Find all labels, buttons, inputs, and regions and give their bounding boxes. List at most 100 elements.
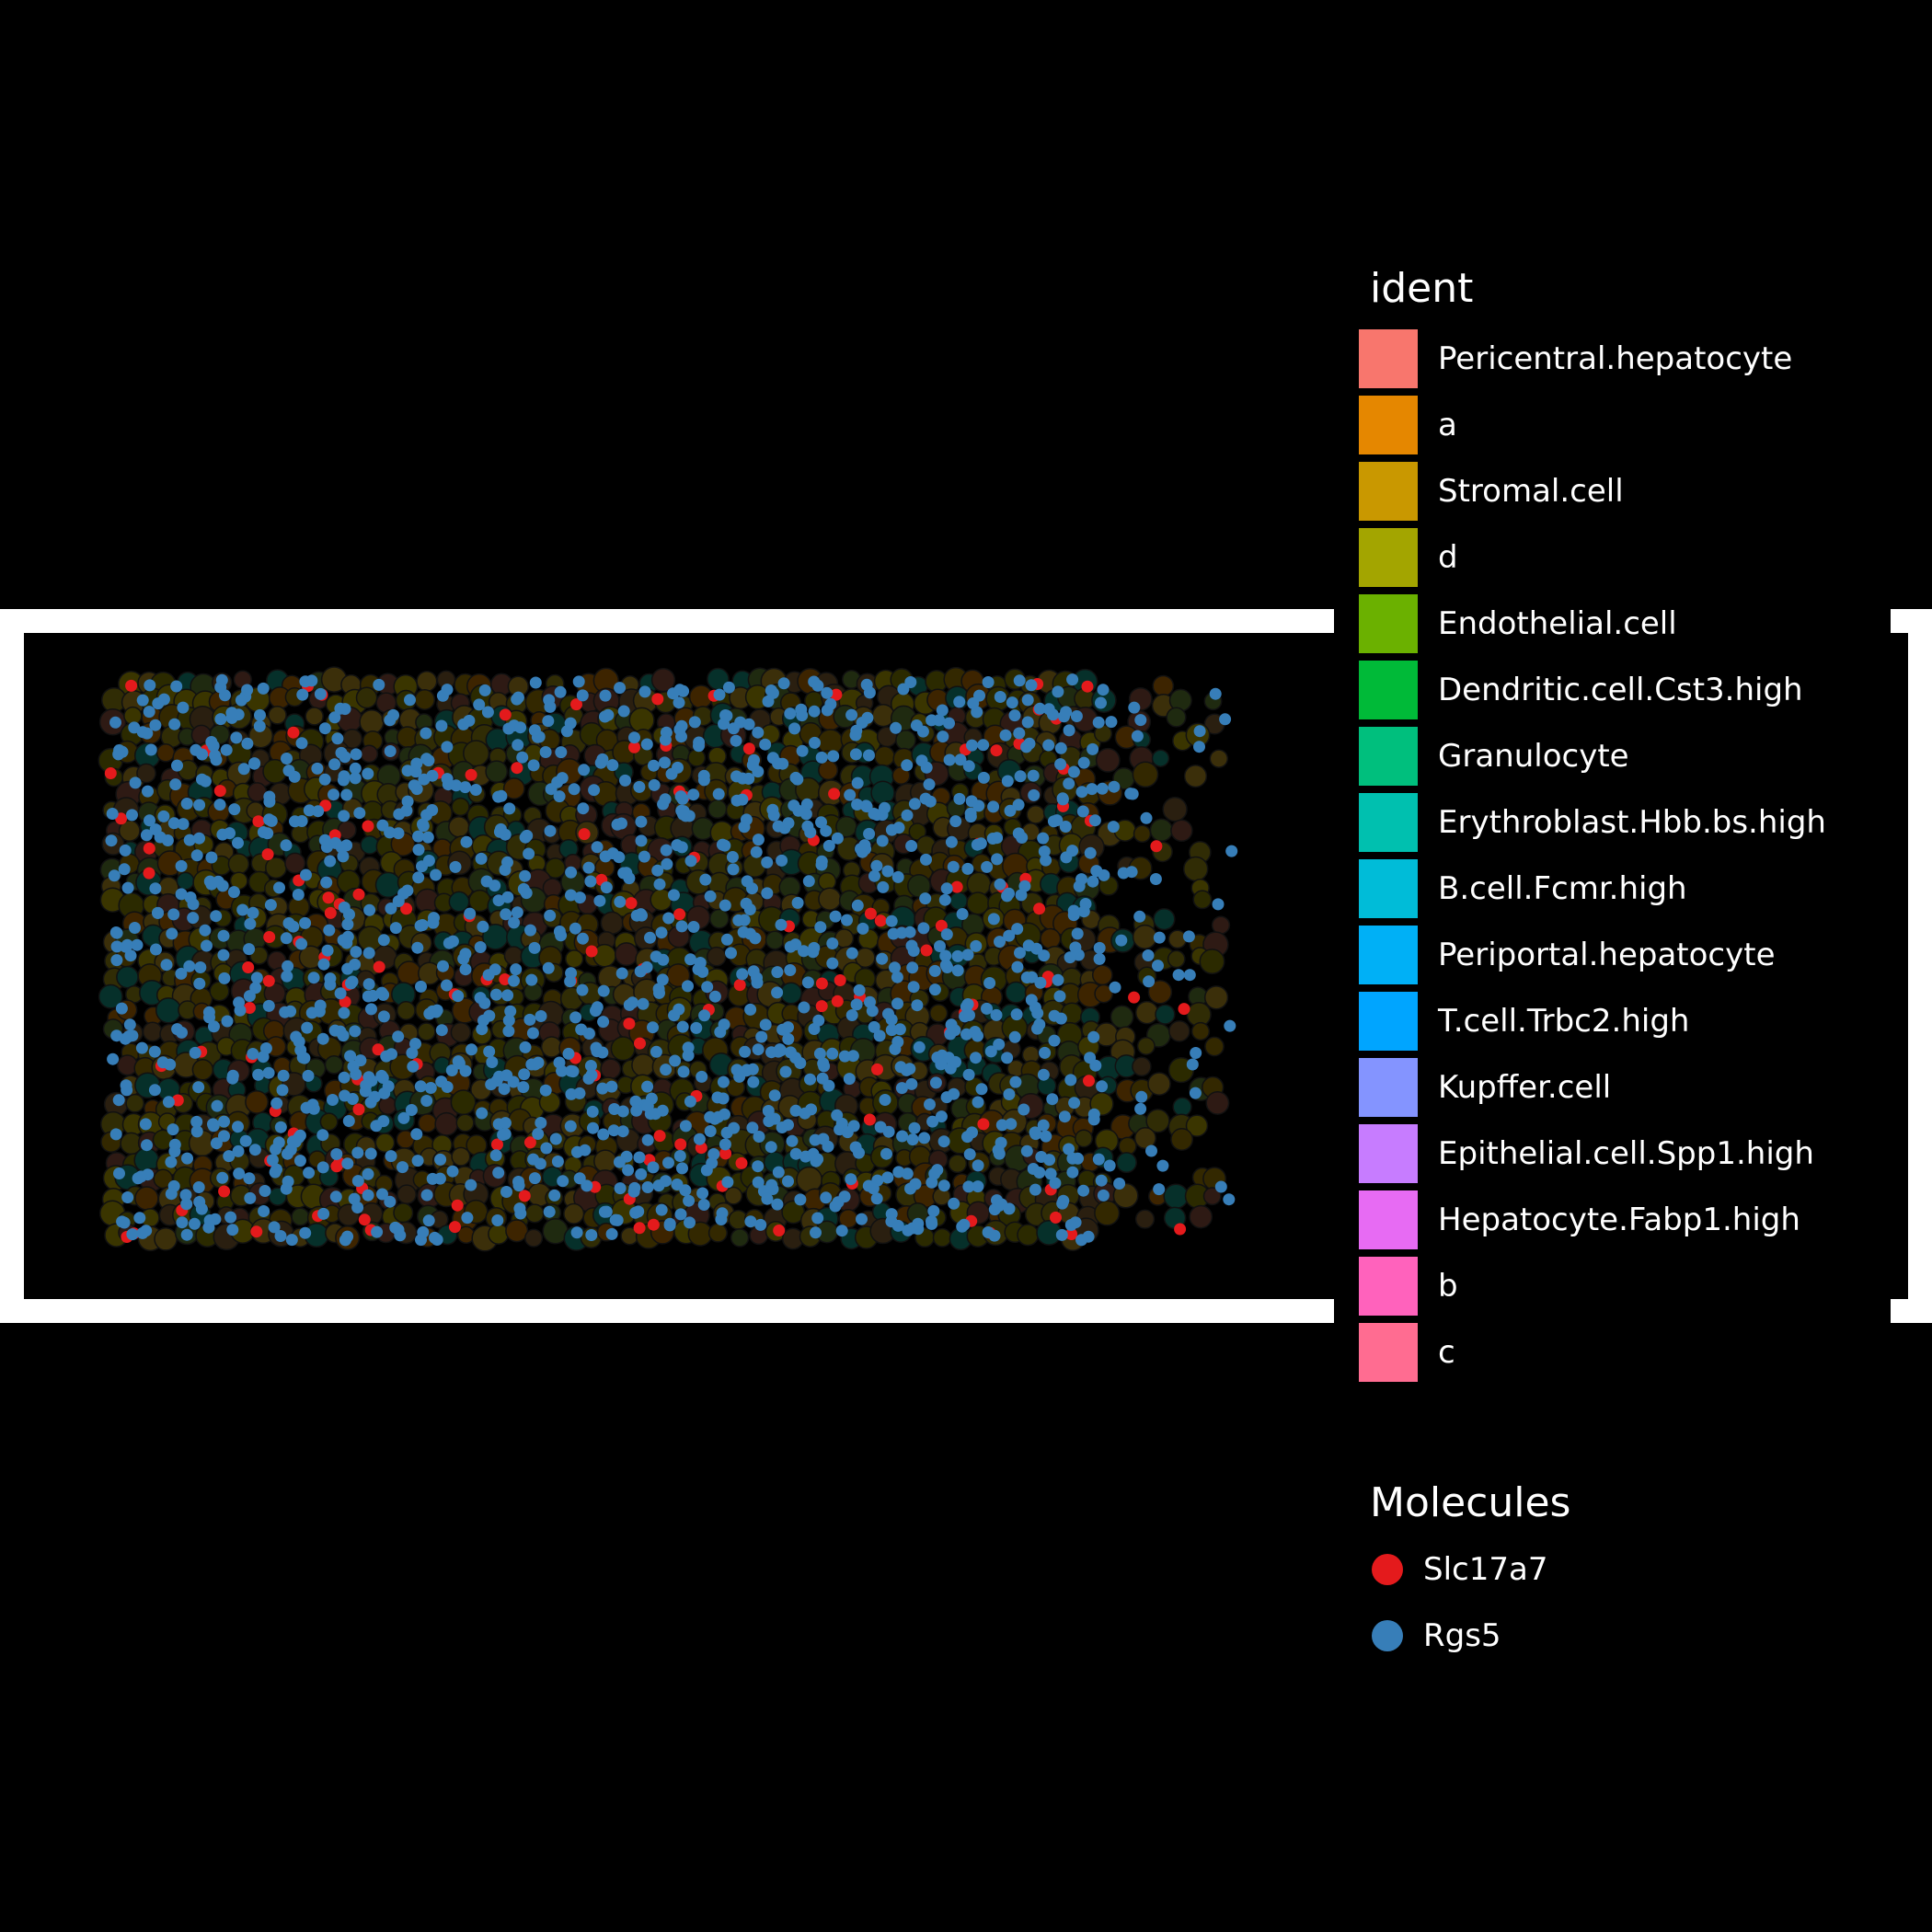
molecule-point-rgs5 bbox=[779, 1065, 792, 1078]
molecule-point-rgs5 bbox=[435, 1024, 448, 1037]
molecule-point-rgs5 bbox=[1153, 1183, 1166, 1196]
molecule-point-rgs5 bbox=[782, 1032, 795, 1045]
molecule-point-rgs5 bbox=[247, 1048, 259, 1060]
molecule-point-rgs5 bbox=[152, 906, 164, 919]
molecule-point-slc17a7 bbox=[449, 1221, 461, 1234]
molecule-point-rgs5 bbox=[524, 924, 536, 937]
cell bbox=[563, 1202, 585, 1225]
molecule-point-rgs5 bbox=[1066, 1166, 1079, 1179]
molecule-point-rgs5 bbox=[1193, 725, 1206, 738]
legend-dot bbox=[1372, 1554, 1403, 1585]
molecule-point-rgs5 bbox=[970, 939, 983, 952]
ident-legend-item: Pericentral.hepatocyte bbox=[1357, 326, 1792, 392]
molecule-point-rgs5 bbox=[210, 753, 223, 766]
molecule-point-rgs5 bbox=[616, 1125, 629, 1138]
molecule-point-rgs5 bbox=[656, 1104, 669, 1117]
molecule-point-rgs5 bbox=[1088, 814, 1101, 827]
molecule-point-rgs5 bbox=[175, 967, 188, 980]
molecule-point-rgs5 bbox=[226, 1224, 239, 1236]
cell bbox=[1204, 1036, 1225, 1057]
molecule-point-rgs5 bbox=[513, 1202, 526, 1215]
molecule-point-rgs5 bbox=[782, 1175, 794, 1188]
molecule-point-rgs5 bbox=[815, 751, 828, 764]
legend-swatch bbox=[1359, 1257, 1418, 1316]
molecule-point-rgs5 bbox=[849, 1141, 862, 1154]
molecule-point-slc17a7 bbox=[628, 741, 640, 753]
molecule-point-rgs5 bbox=[738, 914, 751, 926]
molecule-point-rgs5 bbox=[544, 909, 557, 922]
molecule-point-rgs5 bbox=[669, 1054, 682, 1067]
molecule-point-rgs5 bbox=[316, 1129, 329, 1142]
cell bbox=[434, 1111, 459, 1136]
molecule-point-rgs5 bbox=[167, 908, 180, 921]
molecule-point-rgs5 bbox=[257, 1051, 270, 1064]
molecule-point-rgs5 bbox=[891, 971, 903, 983]
molecule-point-slc17a7 bbox=[352, 888, 365, 901]
molecule-point-rgs5 bbox=[1098, 868, 1110, 881]
molecule-point-rgs5 bbox=[516, 751, 529, 764]
cell bbox=[396, 1001, 416, 1020]
cell bbox=[155, 743, 176, 763]
molecule-point-slc17a7 bbox=[125, 679, 138, 692]
molecule-point-rgs5 bbox=[699, 873, 712, 886]
molecule-point-rgs5 bbox=[1054, 742, 1067, 754]
molecule-point-rgs5 bbox=[441, 773, 454, 786]
molecule-point-rgs5 bbox=[633, 780, 646, 793]
molecule-point-rgs5 bbox=[1077, 1184, 1090, 1197]
molecule-point-rgs5 bbox=[708, 990, 721, 1003]
molecule-point-rgs5 bbox=[960, 1028, 972, 1041]
molecule-point-rgs5 bbox=[410, 757, 423, 770]
molecule-point-rgs5 bbox=[827, 750, 840, 763]
molecule-point-rgs5 bbox=[181, 1152, 193, 1165]
molecule-point-rgs5 bbox=[813, 1047, 826, 1060]
molecule-point-rgs5 bbox=[1034, 976, 1047, 989]
molecule-point-rgs5 bbox=[655, 926, 668, 939]
molecule-point-rgs5 bbox=[1224, 1019, 1236, 1032]
molecule-point-rgs5 bbox=[820, 824, 833, 837]
molecule-point-rgs5 bbox=[318, 722, 331, 735]
cell bbox=[1153, 907, 1176, 931]
cell bbox=[1094, 983, 1114, 1004]
molecule-point-rgs5 bbox=[553, 790, 566, 803]
molecule-point-rgs5 bbox=[364, 1147, 377, 1160]
molecule-point-rgs5 bbox=[422, 1214, 435, 1227]
molecule-point-rgs5 bbox=[300, 1101, 313, 1114]
molecule-point-rgs5 bbox=[677, 808, 689, 821]
legend-label: c bbox=[1438, 1334, 1455, 1371]
molecule-point-rgs5 bbox=[1089, 1059, 1102, 1072]
molecule-point-rgs5 bbox=[435, 719, 448, 732]
molecule-point-rgs5 bbox=[433, 1172, 446, 1185]
legend-swatch bbox=[1359, 727, 1418, 786]
molecule-point-rgs5 bbox=[905, 1077, 918, 1090]
molecule-point-rgs5 bbox=[995, 1198, 1008, 1211]
molecule-point-rgs5 bbox=[784, 707, 797, 720]
molecule-point-rgs5 bbox=[302, 1069, 315, 1082]
cell bbox=[545, 857, 567, 880]
molecule-point-rgs5 bbox=[629, 1095, 642, 1108]
molecule-point-rgs5 bbox=[814, 921, 827, 934]
molecule-point-rgs5 bbox=[411, 1155, 424, 1167]
molecule-point-rgs5 bbox=[392, 827, 405, 840]
molecule-point-rgs5 bbox=[539, 746, 552, 758]
molecule-point-rgs5 bbox=[1014, 947, 1026, 960]
molecule-point-rgs5 bbox=[499, 1117, 512, 1130]
molecule-point-slc17a7 bbox=[653, 1130, 666, 1143]
cell bbox=[1145, 1109, 1170, 1133]
cell bbox=[817, 729, 844, 755]
legend-swatch bbox=[1359, 1124, 1418, 1183]
molecule-point-rgs5 bbox=[719, 839, 731, 852]
molecule-point-rgs5 bbox=[679, 1120, 692, 1133]
molecule-point-rgs5 bbox=[327, 1094, 339, 1106]
molecule-point-rgs5 bbox=[499, 1128, 512, 1141]
molecule-point-rgs5 bbox=[771, 1198, 784, 1211]
cell bbox=[247, 782, 268, 802]
molecule-point-rgs5 bbox=[247, 906, 259, 919]
molecule-point-rgs5 bbox=[962, 1180, 975, 1193]
molecule-point-rgs5 bbox=[810, 1226, 822, 1239]
molecule-point-rgs5 bbox=[133, 1212, 146, 1225]
cell bbox=[153, 1168, 174, 1190]
molecule-point-rgs5 bbox=[657, 953, 670, 966]
molecule-point-rgs5 bbox=[972, 1159, 984, 1172]
molecule-point-rgs5 bbox=[1011, 923, 1024, 936]
molecule-point-slc17a7 bbox=[250, 1225, 263, 1238]
